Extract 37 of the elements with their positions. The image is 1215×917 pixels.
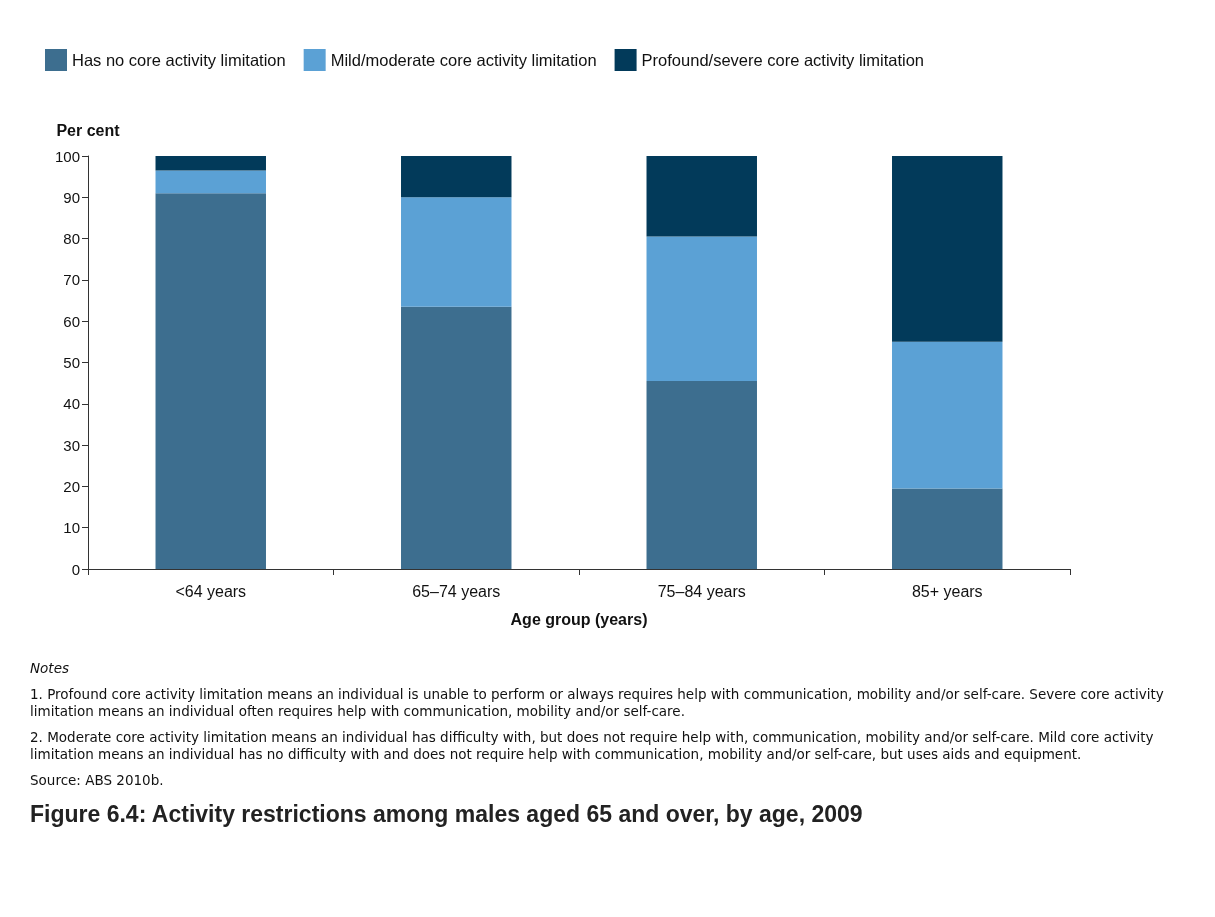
bar xyxy=(401,306,512,569)
y-tick-label: 60 xyxy=(63,312,80,330)
bar xyxy=(646,381,757,569)
legend-label: Has no core activity limitation xyxy=(72,51,286,69)
legend-label: Profound/severe core activity limitation xyxy=(641,51,925,69)
y-tick-label: 10 xyxy=(63,519,80,537)
x-tick-label: 65–74 years xyxy=(412,582,501,600)
legend-label: Mild/moderate core activity limitation xyxy=(330,51,597,69)
y-tick-label: 90 xyxy=(63,188,80,206)
x-tick-label: <64 years xyxy=(175,582,247,600)
bar xyxy=(155,193,266,569)
text: Notes xyxy=(30,660,70,678)
bar xyxy=(155,170,266,194)
bar xyxy=(892,156,1003,342)
y-tick-label: 40 xyxy=(63,395,80,413)
y-tick-label: 0 xyxy=(71,560,80,578)
bar xyxy=(892,488,1003,569)
text: 2. Moderate core activity limitation means an individual has difficulty with, but does not require help with, communication, mobility and/or self-care. Mild core activity limitation means an individual has no difficulty with and does not require help with communication, mobility and/or self-care, but uses aids and equipment. xyxy=(30,728,1155,764)
y-tick-label: 50 xyxy=(63,354,80,371)
source-note: Source: ABS 2010b. xyxy=(30,771,165,790)
x-axis-title: Age group (years) xyxy=(510,610,648,628)
y-tick-label: 70 xyxy=(63,271,80,289)
bar xyxy=(646,156,757,237)
y-tick-label: 100 xyxy=(54,147,80,165)
bar xyxy=(401,156,512,198)
bar xyxy=(646,236,757,382)
y-tick-label: 30 xyxy=(63,436,80,454)
y-axis-title: Per cent xyxy=(56,121,121,139)
y-tick-label: 80 xyxy=(63,230,80,248)
bar xyxy=(155,156,266,171)
text: Figure 6.4: Activity restrictions among males aged 65 and over, by age, 2009 xyxy=(29,800,864,830)
x-tick-label: 85+ years xyxy=(911,582,983,600)
x-tick-label: 75–84 years xyxy=(657,582,746,600)
bar xyxy=(401,197,512,307)
bar xyxy=(892,341,1003,489)
y-tick-label: 20 xyxy=(63,477,80,495)
text: 1. Profound core activity limitation means an individual is unable to perform or always requires help with communication, mobility and/or self-care. Severe core activity limitation means an individual often requires help with communication, mobility and/or self-care. xyxy=(30,685,1165,721)
